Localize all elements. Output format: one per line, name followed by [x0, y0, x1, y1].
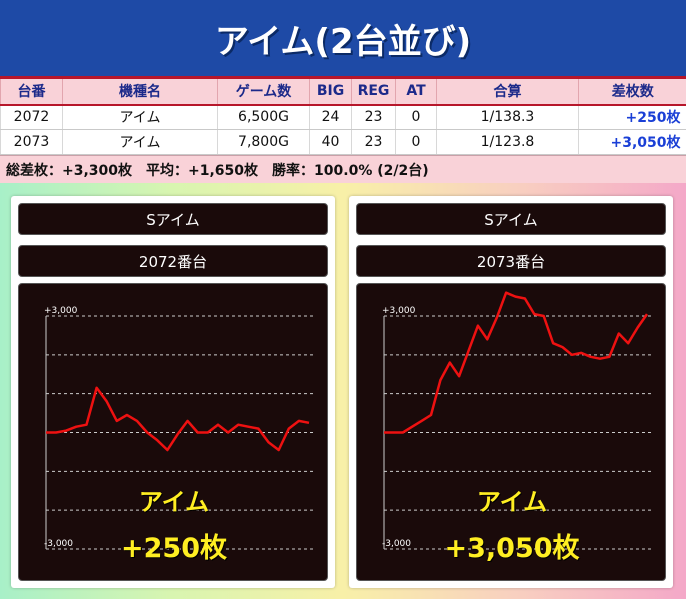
chart-panel-2072: Sアイム 2072番台 +3,000 -3,000 アイム +250枚: [11, 196, 335, 588]
summary-bar: 総差枚：+3,300枚 平均：+1,650枚 勝率：100.0% (2/2台): [0, 155, 686, 183]
table-cell: 1/138.3: [436, 104, 579, 130]
unit-number-bar: 2073番台: [356, 245, 666, 277]
y-tick-label: +3,000: [44, 306, 78, 316]
overlay-machine-name: アイム: [138, 488, 210, 516]
table-cell: 7,800G: [217, 129, 310, 155]
table-cell: 2072: [0, 104, 63, 130]
table-cell: 23: [351, 104, 396, 130]
machine-name-bar: Sアイム: [18, 203, 328, 235]
overlay-diff-value: +250枚: [121, 533, 227, 564]
table-row: 2072 アイム 6,500G 24 23 0 1/138.3 +250枚: [0, 104, 686, 130]
series-line: [46, 386, 310, 452]
y-tick-label: +3,000: [382, 306, 416, 316]
table-cell: 23: [351, 129, 396, 155]
page-title: アイム(2台並び): [214, 21, 472, 62]
table-row: 2073 アイム 7,800G 40 23 0 1/123.8 +3,050枚: [0, 129, 686, 155]
summary-win-rate: 勝率：100.0% (2/2台): [272, 162, 429, 179]
table-cell: アイム: [62, 129, 218, 155]
table-cell: 24: [309, 104, 352, 130]
diff-cell: +3,050枚: [578, 129, 686, 155]
slump-chart-svg: +3,000 -3,000: [44, 306, 315, 550]
slump-chart: +3,000 -3,000 アイム +250枚: [18, 283, 328, 581]
summary-average: 平均：+1,650枚: [146, 162, 259, 179]
table-cell: 40: [309, 129, 352, 155]
column-header: 差枚数: [578, 76, 686, 106]
summary-total: 総差枚：+3,300枚: [6, 162, 133, 179]
table-cell: 6,500G: [217, 104, 310, 130]
unit-number-bar: 2072番台: [18, 245, 328, 277]
chart-panel-2073: Sアイム 2073番台 +3,000 -3,000 アイム +3,050枚: [349, 196, 673, 588]
column-header: 機種名: [62, 76, 218, 106]
table-header-row: 台番 機種名 ゲーム数 BIG REG AT 合算 差枚数: [0, 76, 686, 106]
overlay-machine-name: アイム: [476, 488, 548, 516]
table-cell: 1/123.8: [436, 129, 579, 155]
title-banner: アイム(2台並び): [0, 0, 686, 76]
column-header: ゲーム数: [217, 76, 310, 106]
diff-cell: +250枚: [578, 104, 686, 130]
column-header: REG: [351, 76, 396, 106]
results-table: 台番 機種名 ゲーム数 BIG REG AT 合算 差枚数 2072 アイム 6…: [0, 76, 686, 155]
table-cell: 0: [395, 104, 437, 130]
y-tick-label: -3,000: [44, 539, 73, 549]
slump-chart-svg: +3,000 -3,000: [382, 291, 653, 550]
column-header: 合算: [436, 76, 579, 106]
table-cell: 2073: [0, 129, 63, 155]
column-header: 台番: [0, 76, 63, 106]
machine-name-bar: Sアイム: [356, 203, 666, 235]
column-header: AT: [395, 76, 437, 106]
y-tick-label: -3,000: [382, 539, 411, 549]
series-line: [384, 291, 649, 434]
table-cell: アイム: [62, 104, 218, 130]
slump-chart: +3,000 -3,000 アイム +3,050枚: [356, 283, 666, 581]
overlay-diff-value: +3,050枚: [444, 533, 580, 564]
column-header: BIG: [309, 76, 352, 106]
table-cell: 0: [395, 129, 437, 155]
